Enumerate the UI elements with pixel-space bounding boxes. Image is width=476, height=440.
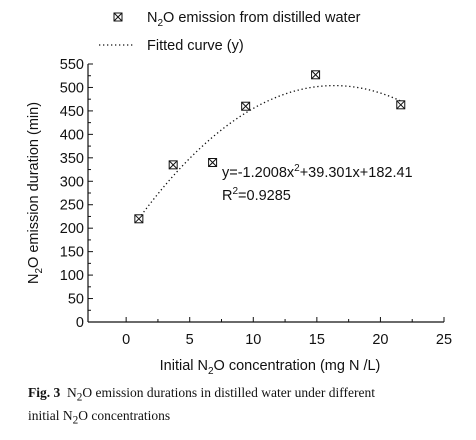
x-tick-label: 25 bbox=[436, 332, 452, 348]
x-tick-label: 5 bbox=[186, 332, 194, 348]
data-point bbox=[208, 158, 218, 168]
fitted-curve-line bbox=[138, 84, 402, 219]
caption-label: Fig. 3 bbox=[28, 385, 61, 400]
data-point bbox=[311, 70, 321, 80]
ticks: 0 50 100 150 200 250 300 350 400 450 500 550 0 5 10 15 2… bbox=[60, 57, 452, 348]
caption-line-2: initial N2O concentrations bbox=[28, 407, 171, 427]
data-points bbox=[134, 70, 406, 224]
y-tick-label: 350 bbox=[60, 151, 84, 167]
y-tick-label: 0 bbox=[76, 315, 84, 331]
r-squared: R2=0.9285 bbox=[222, 186, 291, 204]
x-tick-label: 10 bbox=[245, 332, 261, 348]
data-point bbox=[134, 214, 144, 224]
y-tick-label: 250 bbox=[60, 198, 84, 214]
y-axis-label: N2O emission duration (min) bbox=[26, 102, 45, 284]
data-point bbox=[241, 101, 251, 111]
fit-equation: y=-1.2008x2+39.301x+182.41 bbox=[222, 163, 413, 181]
legend-series-2-label: Fitted curve (y) bbox=[147, 38, 244, 54]
data-point bbox=[168, 160, 178, 170]
y-tick-label: 300 bbox=[60, 174, 84, 190]
figure-caption: Fig. 3 N2O emission durations in distill… bbox=[28, 384, 468, 429]
x-tick-label: 15 bbox=[309, 332, 325, 348]
y-tick-label: 450 bbox=[60, 104, 84, 120]
caption-line-1: N2O emission durations in distilled wate… bbox=[67, 385, 375, 404]
chart: N2O emission from distilled water Fitted… bbox=[26, 10, 452, 377]
x-axis-label: Initial N2O concentration (mg N /L) bbox=[160, 358, 381, 377]
y-tick-label: 150 bbox=[60, 245, 84, 261]
legend-square-x-icon bbox=[113, 12, 123, 22]
y-tick-label: 200 bbox=[60, 221, 84, 237]
x-tick-label: 20 bbox=[372, 332, 388, 348]
y-tick-label: 50 bbox=[68, 292, 84, 308]
y-tick-label: 400 bbox=[60, 127, 84, 143]
fitted-curve-layer bbox=[138, 84, 402, 219]
x-tick-label: 0 bbox=[122, 332, 130, 348]
legend-series-1-label: N2O emission from distilled water bbox=[147, 10, 361, 29]
data-point bbox=[396, 100, 406, 110]
legend: N2O emission from distilled water Fitted… bbox=[99, 10, 361, 54]
y-tick-label: 100 bbox=[60, 268, 84, 284]
y-tick-label: 500 bbox=[60, 80, 84, 96]
y-tick-label: 550 bbox=[60, 57, 84, 73]
legend-marker-square-x bbox=[113, 12, 123, 22]
